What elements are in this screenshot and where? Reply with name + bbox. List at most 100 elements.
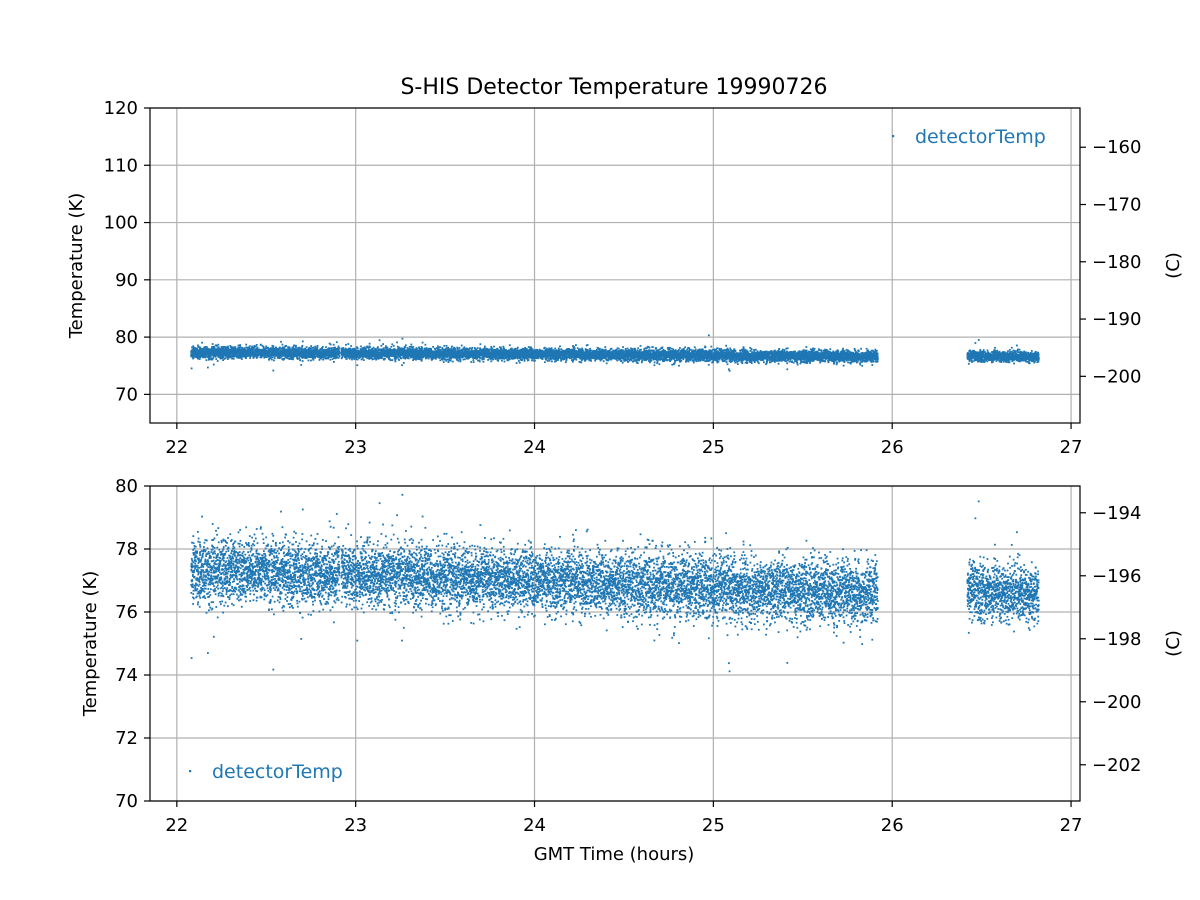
data-point xyxy=(495,357,498,360)
data-point xyxy=(212,347,214,350)
data-point xyxy=(222,356,225,358)
data-point xyxy=(289,351,292,353)
data-point xyxy=(469,347,471,349)
data-point xyxy=(231,355,234,358)
data-point xyxy=(331,358,334,360)
data-point xyxy=(427,357,430,360)
top-scatter-points xyxy=(190,334,1040,372)
data-point xyxy=(268,351,271,354)
data-point xyxy=(268,358,270,361)
data-point xyxy=(490,360,493,363)
data-point xyxy=(273,357,276,359)
data-point xyxy=(483,347,486,350)
data-point xyxy=(316,344,319,347)
data-point xyxy=(255,344,258,346)
data-point xyxy=(263,355,266,358)
data-point xyxy=(296,358,299,360)
data-point xyxy=(470,361,473,363)
data-point xyxy=(526,348,528,350)
data-point xyxy=(234,346,237,349)
data-point xyxy=(276,348,279,350)
data-point xyxy=(262,354,265,357)
data-point xyxy=(492,358,494,361)
data-point xyxy=(531,359,533,362)
data-point xyxy=(247,349,250,352)
data-point xyxy=(316,346,319,349)
data-point xyxy=(252,346,254,349)
data-point xyxy=(193,347,196,349)
data-point xyxy=(250,347,253,349)
data-point xyxy=(199,348,202,350)
data-point xyxy=(482,360,485,363)
data-point xyxy=(310,345,313,347)
data-point xyxy=(396,341,398,344)
data-point xyxy=(389,359,392,362)
data-point xyxy=(251,350,254,353)
data-point xyxy=(205,359,208,361)
data-point xyxy=(215,358,218,360)
data-point xyxy=(408,346,411,348)
data-point xyxy=(227,356,229,359)
data-point xyxy=(214,348,216,351)
data-point xyxy=(398,359,400,361)
data-point xyxy=(484,345,486,348)
data-point xyxy=(353,358,356,361)
data-point xyxy=(337,356,340,359)
data-point xyxy=(454,348,457,351)
data-point xyxy=(231,350,233,353)
data-point xyxy=(259,356,262,359)
data-point xyxy=(432,346,434,348)
data-point xyxy=(232,357,235,360)
data-point xyxy=(275,354,278,357)
data-point xyxy=(274,351,277,354)
data-point xyxy=(437,349,440,351)
data-point xyxy=(472,359,475,361)
data-point xyxy=(260,356,263,359)
data-point xyxy=(451,345,453,348)
data-point xyxy=(267,352,270,355)
data-point xyxy=(463,346,466,349)
data-point xyxy=(249,355,252,358)
data-point xyxy=(253,347,256,349)
data-point xyxy=(233,353,236,356)
data-point xyxy=(523,360,526,362)
data-point xyxy=(394,360,397,363)
data-point xyxy=(201,341,203,344)
data-point xyxy=(198,350,201,352)
data-point xyxy=(457,359,460,362)
data-point xyxy=(341,356,344,359)
data-point xyxy=(222,346,225,348)
data-point xyxy=(205,353,208,356)
data-point xyxy=(256,356,259,359)
data-point xyxy=(217,343,220,346)
data-point xyxy=(508,344,511,347)
data-point xyxy=(213,345,216,348)
data-point xyxy=(224,348,227,351)
data-point xyxy=(252,357,255,359)
data-point xyxy=(527,359,530,361)
data-point xyxy=(254,345,257,348)
data-point xyxy=(209,356,212,358)
data-point xyxy=(360,345,362,348)
data-point xyxy=(420,358,423,361)
data-point xyxy=(511,347,513,350)
data-point xyxy=(521,359,523,361)
data-point xyxy=(247,348,249,350)
data-point xyxy=(208,357,211,360)
data-point xyxy=(210,355,212,357)
data-point xyxy=(240,358,243,360)
data-point xyxy=(237,348,240,351)
data-point xyxy=(262,346,265,349)
data-point xyxy=(190,367,193,370)
data-point xyxy=(476,347,479,349)
data-point xyxy=(382,347,385,350)
data-point xyxy=(283,347,286,349)
data-point xyxy=(229,345,232,347)
data-point xyxy=(288,353,291,355)
data-point xyxy=(243,347,246,350)
data-point xyxy=(252,348,255,351)
data-point xyxy=(215,344,217,347)
data-point xyxy=(301,360,304,362)
data-point xyxy=(371,358,374,361)
